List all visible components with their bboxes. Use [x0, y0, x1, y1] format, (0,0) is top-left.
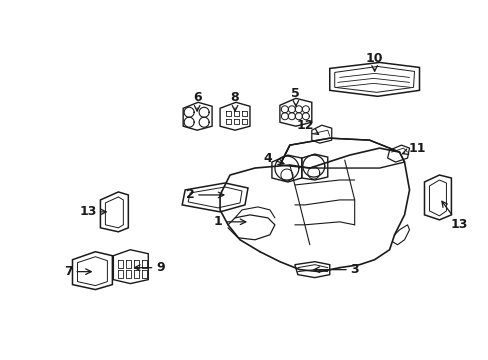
Text: 3: 3 — [313, 263, 358, 276]
Text: 2: 2 — [185, 188, 224, 202]
Text: 5: 5 — [291, 87, 300, 106]
Text: 1: 1 — [213, 215, 245, 228]
Text: 10: 10 — [365, 52, 383, 71]
Text: 7: 7 — [64, 265, 91, 278]
Text: 8: 8 — [230, 91, 239, 111]
Text: 4: 4 — [263, 152, 284, 165]
Text: 12: 12 — [295, 119, 318, 134]
Text: 13: 13 — [441, 201, 467, 231]
Text: 6: 6 — [192, 91, 201, 111]
Text: 11: 11 — [402, 141, 426, 155]
Text: 9: 9 — [134, 261, 164, 274]
Text: 13: 13 — [80, 205, 106, 219]
